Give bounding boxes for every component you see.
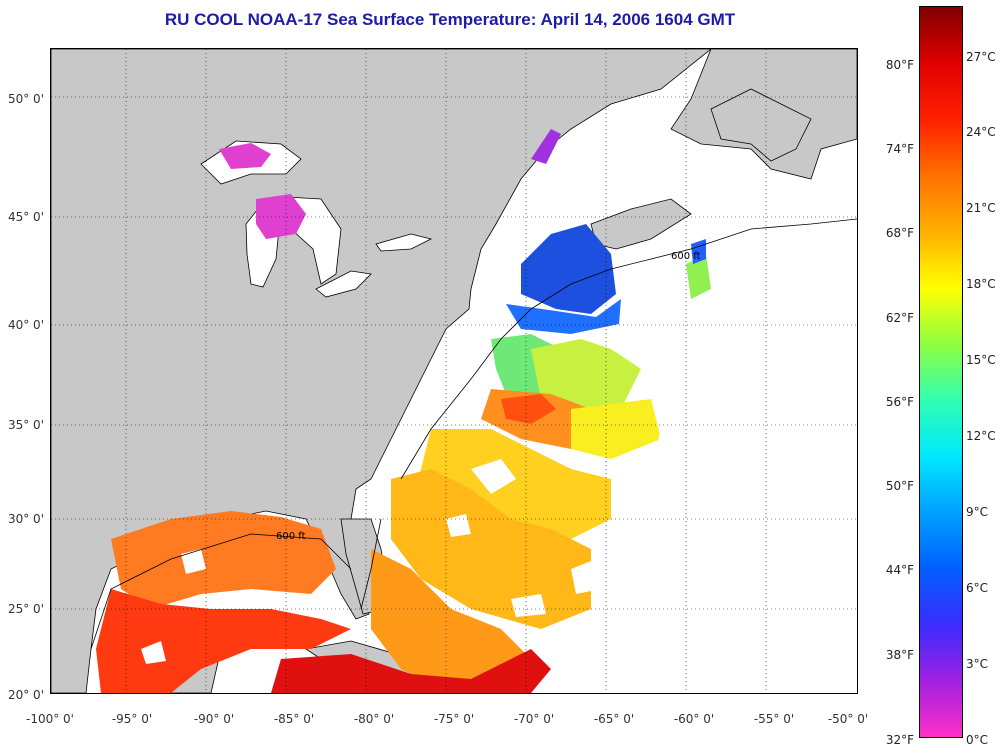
- lat-tick-label: 30° 0': [7, 512, 44, 526]
- sst-map[interactable]: 600 ft 600 ft: [50, 48, 858, 694]
- colorbar-f-label: 74°F: [885, 142, 914, 156]
- lat-tick-label: 20° 0': [7, 688, 44, 702]
- colorbar-c-label: 15°C: [966, 353, 996, 367]
- lake-ontario: [375, 233, 433, 252]
- bathymetry-contour: [90, 218, 857, 650]
- lon-tick-label: -80° 0': [353, 712, 395, 726]
- lon-tick-label: -95° 0': [111, 712, 153, 726]
- lon-tick-label: -55° 0': [753, 712, 795, 726]
- colorbar-c-label: 3°C: [966, 657, 989, 671]
- bathymetry-label: 600 ft: [671, 251, 701, 262]
- colorbar-c-label: 12°C: [966, 429, 996, 443]
- colorbar-f-label: 32°F: [885, 733, 914, 747]
- lat-tick-label: 45° 0': [7, 210, 44, 224]
- lake-erie: [315, 270, 372, 298]
- lat-tick-label: 50° 0': [7, 92, 44, 106]
- lon-tick-label: -90° 0': [193, 712, 235, 726]
- map-title: RU COOL NOAA-17 Sea Surface Temperature:…: [164, 10, 736, 29]
- colorbar-c-label: 6°C: [966, 581, 989, 595]
- lake-huron-sst: [256, 194, 306, 239]
- colorbar-c-label: 24°C: [966, 125, 996, 139]
- lake-superior-sst: [219, 143, 271, 169]
- map-canvas: 600 ft 600 ft: [51, 49, 857, 693]
- colorbar-f-label: 38°F: [885, 648, 914, 662]
- colorbar-f-label: 62°F: [885, 311, 914, 325]
- colorbar-f-label: 68°F: [885, 226, 914, 240]
- lon-tick-label: -85° 0': [273, 712, 315, 726]
- lon-tick-label: -50° 0': [827, 712, 869, 726]
- lon-tick-label: -60° 0': [673, 712, 715, 726]
- colorbar-f-label: 50°F: [885, 479, 914, 493]
- colorbar-f-label: 44°F: [885, 563, 914, 577]
- map-grid: [51, 49, 857, 693]
- land-newfoundland-island: [710, 88, 812, 162]
- colorbar: [919, 6, 963, 738]
- colorbar-f-label: 80°F: [885, 58, 914, 72]
- colorbar-c-label: 21°C: [966, 201, 996, 215]
- lat-tick-label: 40° 0': [7, 318, 44, 332]
- st-lawrence-sst: [531, 129, 561, 164]
- colorbar-c-label: 18°C: [966, 277, 996, 291]
- bathymetry-label: 600 ft: [276, 531, 306, 542]
- lon-tick-label: -75° 0': [433, 712, 475, 726]
- colorbar-c-label: 27°C: [966, 50, 996, 64]
- colorbar-c-label: 0°C: [966, 733, 989, 747]
- lon-tick-label: -65° 0': [593, 712, 635, 726]
- colorbar-c-label: 9°C: [966, 505, 989, 519]
- colorbar-f-label: 56°F: [885, 395, 914, 409]
- sst-field: [96, 224, 857, 693]
- lon-tick-label: -70° 0': [513, 712, 555, 726]
- lon-tick-label: -100° 0': [26, 712, 74, 726]
- lat-tick-label: 25° 0': [7, 602, 44, 616]
- lat-tick-label: 35° 0': [7, 418, 44, 432]
